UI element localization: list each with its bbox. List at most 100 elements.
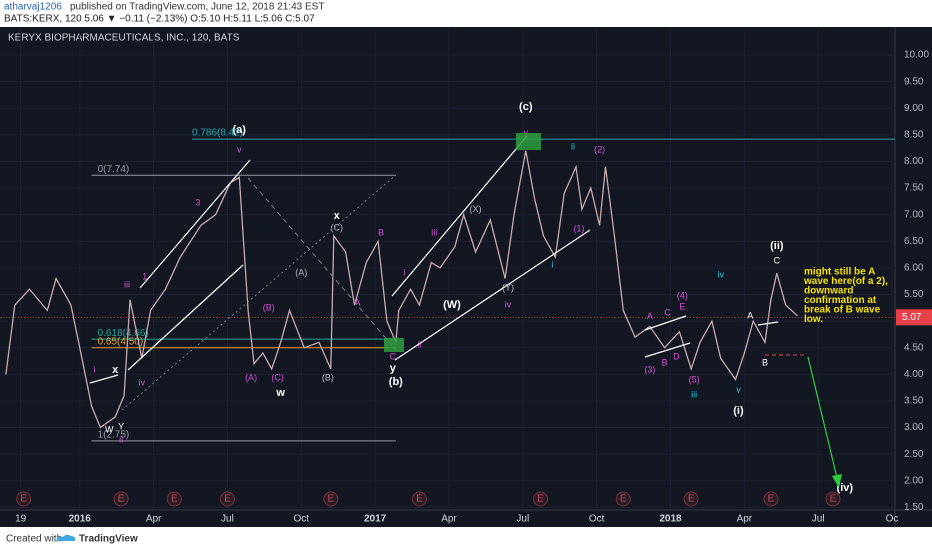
wave-label: B [378, 228, 384, 238]
earnings-label: E [416, 494, 423, 505]
y-tick-label: 3.00 [904, 422, 924, 433]
y-tick-label: 9.00 [904, 103, 924, 114]
wave-label: (a) [233, 124, 247, 136]
wave-label: (4) [677, 290, 688, 300]
wave-label: ii [571, 141, 575, 151]
green-arrow [807, 356, 842, 488]
wave-label: A [647, 311, 653, 321]
earnings-marker [166, 491, 182, 507]
wave-label: A [747, 311, 753, 321]
y-tick-label: 10.00 [904, 50, 929, 61]
x-tick-label: Oc [886, 514, 899, 525]
x-tick-label: 2016 [69, 514, 92, 525]
earnings-label: E [118, 494, 125, 505]
earnings-marker [533, 491, 549, 507]
earnings-label: E [327, 494, 334, 505]
fib-label: 0.618(4.66) [98, 328, 149, 339]
wave-label: (ii) [770, 240, 784, 252]
wave-label: (B) [322, 372, 334, 382]
wave-label: (3) [644, 364, 655, 374]
x-tick-label: Apr [441, 514, 457, 525]
footer-brand: TradingView [79, 534, 138, 545]
wave-label: x [334, 210, 341, 222]
earnings-label: E [688, 494, 695, 505]
x-tick-label: Apr [146, 514, 162, 525]
wave-label: v [736, 385, 741, 395]
earnings-label: E [20, 494, 27, 505]
earnings-marker [683, 491, 699, 507]
dashed-line [247, 177, 397, 351]
wave-label: iv [717, 270, 724, 280]
earnings-label: E [171, 494, 178, 505]
y-tick-label: 7.50 [904, 183, 924, 194]
publisher: atharvaj1206 [4, 2, 62, 13]
dotted-line [121, 174, 397, 411]
wave-label: iv [505, 299, 512, 309]
fib-label: 0.65(4.50) [98, 336, 144, 347]
wave-label: W [105, 425, 114, 435]
wave-label: v [237, 145, 242, 155]
y-tick-label: 3.50 [904, 396, 924, 407]
earnings-label: E [224, 494, 231, 505]
wave-label: iv [139, 378, 146, 388]
y-tick-label: 6.00 [904, 263, 924, 274]
earnings-label: E [830, 494, 837, 505]
wave-label: (1) [573, 223, 584, 233]
footer-background [0, 527, 932, 550]
wave-label: B [762, 358, 768, 368]
wave-label: C [664, 307, 671, 317]
wave-label: (A) [295, 268, 307, 278]
wave-label: v [524, 128, 529, 138]
earnings-marker [825, 491, 841, 507]
y-tick-label: 7.00 [904, 209, 924, 220]
earnings-marker [113, 491, 129, 507]
wave-label: E [679, 302, 685, 312]
y-tick-label: 4.00 [904, 369, 924, 380]
wave-label: iii [691, 389, 697, 399]
note-line: break of B wave [804, 305, 881, 316]
plot: 0.786(8.42) 0(7.74) 0.618(4.66)0.65(4.50) 1… [0, 30, 895, 510]
fib-label: 0.786(8.42) [192, 128, 243, 139]
earnings-label: E [537, 494, 544, 505]
earnings-marker [16, 491, 32, 507]
x-tick-label: Jul [812, 514, 825, 525]
quote: BATS:KERX, 120 5.06 ▼ −0.11 (−2.13%) O:5… [4, 14, 315, 25]
x-tick-label: Apr [737, 514, 753, 525]
chart-background [0, 27, 932, 527]
trend-lines [89, 135, 779, 384]
wave-label: (C) [330, 222, 343, 232]
price-line [5, 150, 798, 429]
y-tick-label: 5.50 [904, 289, 924, 300]
x-tick-label: Jul [221, 514, 234, 525]
wave-label: (i) [733, 405, 744, 417]
wave-label: ii [119, 435, 123, 445]
fib-label: 0(7.74) [98, 164, 130, 175]
x-tick-label: 19 [15, 514, 27, 525]
earnings-label: E [620, 494, 627, 505]
fib-label: 1(2.75) [98, 429, 130, 440]
wave-label: x [112, 364, 119, 376]
note-line: downward [804, 286, 853, 297]
y-tick-label: 4.50 [904, 342, 924, 353]
last-price-box [896, 309, 932, 326]
earnings-label: E [768, 494, 775, 505]
wave-label: (A) [245, 372, 257, 382]
footer-created: Created with [6, 534, 62, 545]
y-tick-label: 8.00 [904, 156, 924, 167]
note-line: low. [804, 314, 823, 325]
wave-label: 3 [195, 197, 200, 207]
wave-label: w [275, 387, 285, 399]
wave-label: iii [431, 228, 437, 238]
note-line: might still be A [804, 267, 875, 278]
wave-label: D [673, 352, 680, 362]
wave-label: y [390, 362, 397, 374]
green-box [516, 133, 541, 150]
note-line: wave here(of a 2), [803, 276, 888, 287]
wave-label: i [94, 364, 96, 374]
wave-label: i [551, 260, 553, 270]
wave-label: (Y) [502, 282, 514, 292]
x-tick-label: 2018 [659, 514, 682, 525]
green-box [384, 338, 404, 352]
y-tick-label: 2.00 [904, 475, 924, 486]
